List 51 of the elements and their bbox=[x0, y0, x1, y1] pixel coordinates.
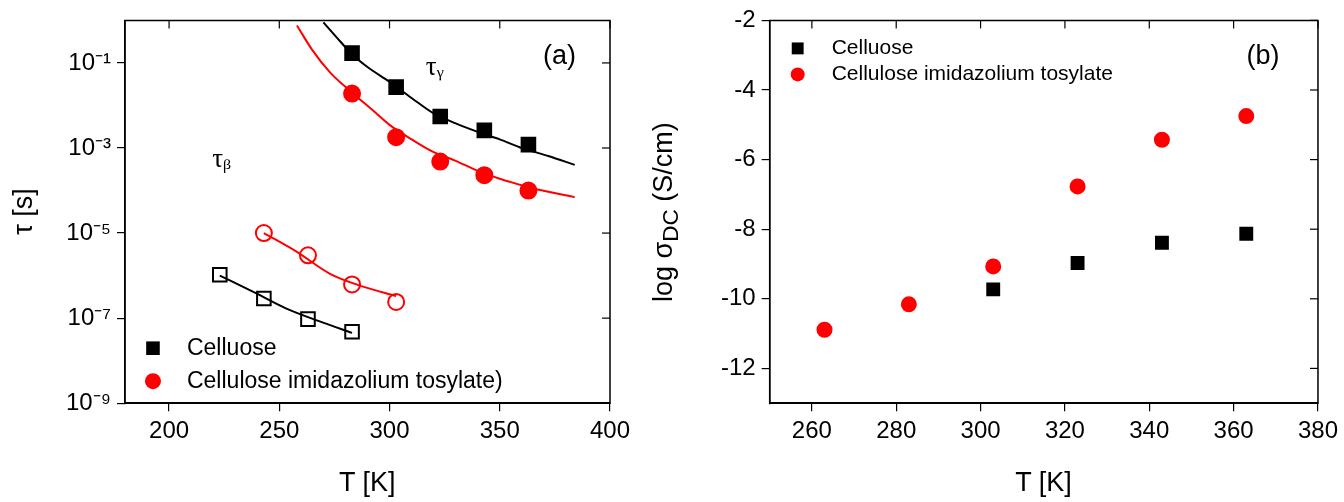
y-tick-label: 10⁻⁷ bbox=[67, 302, 111, 330]
point bbox=[1239, 226, 1254, 241]
annotation: τᵧ bbox=[425, 51, 444, 82]
point bbox=[985, 258, 1002, 275]
y-tick-label: -6 bbox=[734, 144, 756, 172]
line-series bbox=[295, 24, 576, 199]
x-tick-label: 340 bbox=[1129, 416, 1170, 444]
y-tick-label: 10⁻⁵ bbox=[66, 217, 111, 245]
annotation: τᵦ bbox=[212, 143, 232, 174]
point bbox=[211, 266, 228, 283]
legend-label: Cellulose imidazolium tosylate bbox=[831, 61, 1113, 85]
x-tick-label: 280 bbox=[876, 416, 917, 444]
point bbox=[344, 323, 360, 340]
x-tick-label: 300 bbox=[369, 416, 410, 444]
point bbox=[986, 282, 1001, 297]
y-tick-label: 10⁻⁹ bbox=[65, 387, 111, 415]
legend-label: Cellulose imidazolium tosylate) bbox=[186, 366, 503, 393]
x-tick-label: 400 bbox=[589, 416, 631, 444]
point bbox=[387, 292, 406, 311]
x-tick-label: 320 bbox=[1044, 416, 1085, 444]
x-tick-label: 350 bbox=[479, 416, 520, 444]
annotation: (b) bbox=[1246, 40, 1280, 71]
x-tick-label: 300 bbox=[960, 416, 1001, 444]
point bbox=[1238, 108, 1255, 125]
y-tick-label: -10 bbox=[721, 283, 756, 311]
y-tick-label: 10⁻¹ bbox=[68, 47, 111, 75]
y-tick-label: -2 bbox=[734, 5, 756, 33]
x-tick-label: 380 bbox=[1297, 416, 1338, 444]
point bbox=[1154, 235, 1169, 250]
y-tick-label: 10⁻³ bbox=[68, 132, 111, 160]
x-axis-title: T [K] bbox=[1015, 467, 1072, 498]
x-axis-title: T [K] bbox=[338, 467, 396, 498]
annotation: (a) bbox=[543, 40, 577, 71]
point bbox=[816, 321, 833, 338]
point bbox=[254, 224, 273, 243]
legend-label: Celluose bbox=[831, 35, 914, 59]
y-axis-title: τ [s] bbox=[7, 188, 39, 236]
x-tick-label: 360 bbox=[1213, 416, 1254, 444]
y-tick-label: -4 bbox=[734, 74, 756, 102]
legend-label: Celluose bbox=[186, 333, 277, 360]
y-tick-label: -12 bbox=[721, 353, 756, 381]
x-tick-label: 200 bbox=[149, 416, 190, 444]
point bbox=[388, 79, 404, 95]
x-tick-label: 260 bbox=[791, 416, 832, 444]
point bbox=[1069, 178, 1086, 195]
y-tick-label: -8 bbox=[734, 213, 756, 241]
point bbox=[1153, 131, 1170, 148]
point bbox=[1070, 256, 1085, 270]
x-tick-label: 250 bbox=[259, 416, 300, 444]
point bbox=[387, 128, 406, 147]
point bbox=[900, 296, 917, 313]
